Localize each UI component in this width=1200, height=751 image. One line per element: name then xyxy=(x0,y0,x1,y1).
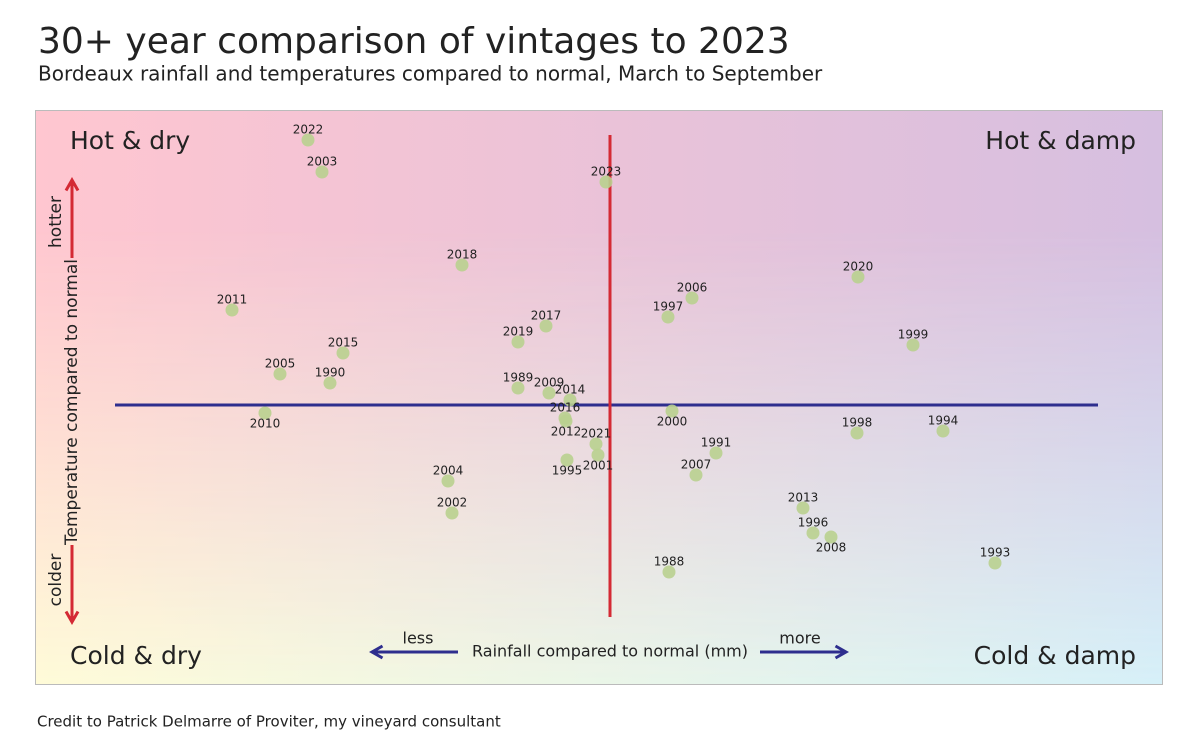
y-more: hotter xyxy=(46,196,66,248)
point xyxy=(662,565,676,579)
point-label: 2019 xyxy=(503,325,534,339)
point-label: 1999 xyxy=(898,328,929,342)
point xyxy=(936,424,950,438)
point xyxy=(455,258,469,272)
x-less: less xyxy=(403,629,434,648)
quadrant-label: Hot & dry xyxy=(70,126,190,155)
point xyxy=(599,175,613,189)
point-label: 2004 xyxy=(433,464,464,478)
point xyxy=(851,270,865,284)
y-less: colder xyxy=(46,554,66,607)
point xyxy=(539,319,553,333)
quadrant-label: Cold & damp xyxy=(974,641,1136,670)
credit: Credit to Patrick Delmarre of Proviter, … xyxy=(37,713,501,731)
point-label: 2018 xyxy=(447,248,478,262)
point-label: 2014 xyxy=(555,383,586,397)
point xyxy=(441,474,455,488)
point xyxy=(906,338,920,352)
plot-gradient xyxy=(36,111,1162,684)
point-label: 2009 xyxy=(534,376,565,390)
point-label: 1989 xyxy=(503,371,534,385)
point-label: 2016 xyxy=(550,401,581,415)
point-label: 1991 xyxy=(701,436,732,450)
point xyxy=(542,386,556,400)
point xyxy=(661,310,675,324)
point xyxy=(589,437,603,451)
point-label: 1993 xyxy=(980,546,1011,560)
point xyxy=(315,165,329,179)
point-label: 2023 xyxy=(591,165,622,179)
x-axis-label: Rainfall compared to normal (mm) xyxy=(472,642,748,661)
point xyxy=(689,468,703,482)
point xyxy=(796,501,810,515)
chart-title: 30+ year comparison of vintages to 2023 xyxy=(38,21,790,62)
point xyxy=(445,506,459,520)
point xyxy=(560,453,574,467)
point-label: 1995 xyxy=(552,464,583,478)
point-label: 2008 xyxy=(816,541,847,555)
point-label: 1990 xyxy=(315,366,346,380)
point xyxy=(824,530,838,544)
point xyxy=(258,406,272,420)
point xyxy=(850,426,864,440)
point xyxy=(273,367,287,381)
point xyxy=(685,291,699,305)
point xyxy=(301,133,315,147)
x-more: more xyxy=(779,629,820,648)
quadrant-label: Cold & dry xyxy=(70,641,202,670)
point-label: 2020 xyxy=(843,260,874,274)
point xyxy=(988,556,1002,570)
point-label: 2001 xyxy=(583,459,614,473)
point xyxy=(511,381,525,395)
point-label: 2021 xyxy=(581,427,612,441)
quadrant-label: Hot & damp xyxy=(985,126,1136,155)
point xyxy=(806,526,820,540)
point-label: 1997 xyxy=(653,300,684,314)
point-label: 2017 xyxy=(531,309,562,323)
plot-background xyxy=(35,110,1163,685)
point xyxy=(665,404,679,418)
point-label: 2012 xyxy=(551,425,582,439)
point xyxy=(559,414,573,428)
point-label: 2011 xyxy=(217,293,248,307)
point-label: 2006 xyxy=(677,281,708,295)
point-label: 2005 xyxy=(265,357,296,371)
point-label: 2013 xyxy=(788,491,819,505)
point-label: 1996 xyxy=(798,516,829,530)
point-label: 2003 xyxy=(307,155,338,169)
point xyxy=(563,393,577,407)
chart-subtitle: Bordeaux rainfall and temperatures compa… xyxy=(38,62,823,86)
point-label: 2002 xyxy=(437,496,468,510)
point xyxy=(225,303,239,317)
point-label: 1998 xyxy=(842,416,873,430)
point xyxy=(591,448,605,462)
point-label: 2010 xyxy=(250,417,281,431)
point-label: 2007 xyxy=(681,458,712,472)
point-label: 1994 xyxy=(928,414,959,428)
point xyxy=(336,346,350,360)
point-label: 2022 xyxy=(293,123,324,137)
point-label: 2015 xyxy=(328,336,359,350)
y-axis-label: Temperature compared to normal xyxy=(62,259,82,546)
point xyxy=(323,376,337,390)
point xyxy=(709,446,723,460)
point-label: 1988 xyxy=(654,555,685,569)
point-label: 2000 xyxy=(657,415,688,429)
point xyxy=(511,335,525,349)
